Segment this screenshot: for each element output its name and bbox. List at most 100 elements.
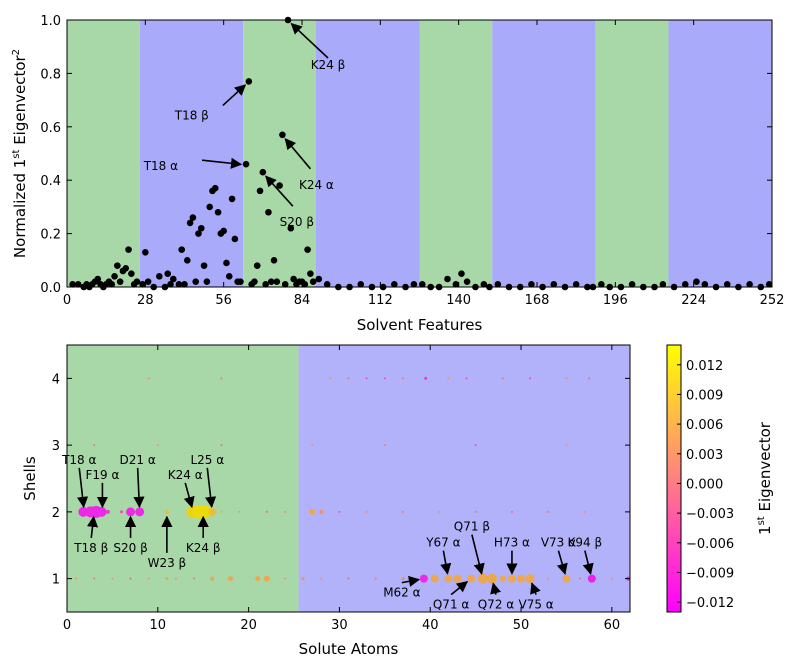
bottom-annotation-label: H73 α — [494, 536, 530, 550]
top-x-tick-label: 28 — [137, 293, 154, 308]
top-point — [681, 281, 689, 288]
bottom-y-axis-ticks: 1 2 3 4 — [52, 372, 630, 588]
top-x-tick-label: 168 — [525, 293, 550, 308]
top-point — [290, 275, 297, 283]
top-point — [480, 281, 488, 288]
top-point — [256, 187, 264, 195]
bottom-annotation-label: D21 α — [120, 453, 156, 467]
top-y-label-sup2: 2 — [11, 49, 22, 55]
bottom-annotation-arrow — [76, 467, 89, 509]
bottom-point — [383, 444, 386, 447]
top-annotation-arrow — [201, 157, 243, 169]
top-point — [444, 275, 451, 283]
bottom-annotation-arrow — [205, 467, 217, 509]
bottom-x-tick-label: 0 — [63, 618, 71, 633]
bottom-x-tick-label: 10 — [150, 618, 167, 633]
bottom-point — [338, 510, 341, 513]
top-point — [598, 281, 605, 288]
top-band-3 — [315, 20, 420, 287]
top-x-tick-label: 84 — [294, 293, 311, 308]
colorbar-tick-label: 0.006 — [686, 418, 723, 433]
top-band-7 — [668, 20, 772, 287]
bottom-y-tick-label: 1 — [52, 573, 60, 588]
bottom-point — [383, 377, 386, 380]
bottom-point — [507, 574, 516, 583]
bottom-annotation-label: M62 α — [383, 586, 420, 600]
top-band-2 — [243, 20, 316, 287]
top-y-tick-label: 0.0 — [40, 281, 61, 296]
top-point — [178, 246, 186, 253]
bottom-point — [263, 575, 270, 582]
colorbar-label-prefix: 1 — [756, 525, 774, 535]
top-point — [693, 278, 700, 285]
bottom-annotation-label: Y67 α — [425, 536, 460, 550]
bottom-data-points — [75, 376, 631, 584]
top-point — [701, 281, 709, 288]
top-point — [494, 281, 502, 288]
bottom-point — [265, 510, 268, 513]
top-point — [628, 281, 636, 288]
bottom-point — [529, 377, 532, 380]
bottom-point — [467, 574, 476, 583]
top-x-axis-ticks: 0 28 56 84 112 140 168 196 224 252 — [63, 20, 785, 308]
top-point — [116, 278, 124, 285]
top-x-tick-label: 252 — [760, 293, 785, 308]
top-y-label-mid: Eigenvector — [11, 54, 29, 149]
top-point — [281, 281, 289, 288]
bottom-plot-frame — [66, 344, 631, 613]
top-y-tick-label: 0.6 — [40, 121, 61, 136]
top-point — [69, 281, 76, 288]
bottom-y-tick-label: 4 — [52, 372, 60, 387]
bottom-point — [424, 376, 428, 380]
bottom-point — [517, 574, 526, 583]
top-point — [279, 131, 286, 139]
top-y-tick-label: 1.0 — [40, 14, 61, 29]
colorbar-label-rest: Eigenvector — [756, 421, 774, 516]
bottom-annotation-arrow — [471, 534, 485, 575]
bottom-annotation-arrow — [530, 582, 541, 595]
bottom-point — [309, 508, 316, 515]
top-point — [418, 281, 426, 288]
bottom-annotation-label: T18 β — [73, 541, 108, 555]
bottom-annotation-arrow — [440, 550, 452, 575]
colorbar-tick-label: −0.003 — [686, 507, 734, 522]
top-point — [211, 184, 219, 192]
colorbar: 0.012 0.009 0.006 0.003 0.000 −0.003 −0.006 −0.… — [666, 344, 774, 613]
bottom-band-0 — [67, 345, 299, 612]
bottom-point — [419, 574, 428, 583]
top-x-tick-label: 224 — [681, 293, 706, 308]
bottom-point — [227, 576, 233, 582]
bottom-point — [401, 510, 404, 513]
top-point — [452, 281, 460, 288]
top-point — [746, 281, 753, 288]
bottom-point — [220, 444, 223, 447]
bottom-point — [210, 576, 215, 581]
bottom-point — [220, 510, 223, 513]
bottom-point — [374, 577, 377, 580]
top-point — [273, 278, 281, 285]
top-x-tick-label: 140 — [446, 293, 471, 308]
bottom-annotation-label: Q71 α — [433, 598, 470, 612]
bottom-point — [486, 573, 497, 584]
top-point — [203, 278, 211, 285]
solvent-features-panel: 0 28 56 84 112 140 168 196 224 252 0.00.20.40.60.… — [11, 14, 784, 334]
bottom-point — [329, 377, 332, 380]
bottom-point — [164, 509, 169, 514]
top-point — [192, 278, 199, 285]
top-point — [223, 259, 230, 267]
bottom-annotation-label: W23 β — [148, 556, 187, 570]
top-point — [74, 281, 82, 288]
top-point — [220, 227, 227, 235]
bottom-point — [255, 576, 261, 582]
bottom-point — [547, 577, 550, 580]
bottom-point — [156, 444, 159, 447]
top-background-bands — [67, 20, 772, 287]
bottom-annotation-label: S20 β — [113, 541, 147, 555]
top-y-tick-label: 0.2 — [40, 228, 61, 243]
top-point — [315, 275, 323, 283]
top-point — [458, 270, 465, 277]
bottom-point — [474, 510, 477, 513]
top-point — [262, 281, 269, 288]
